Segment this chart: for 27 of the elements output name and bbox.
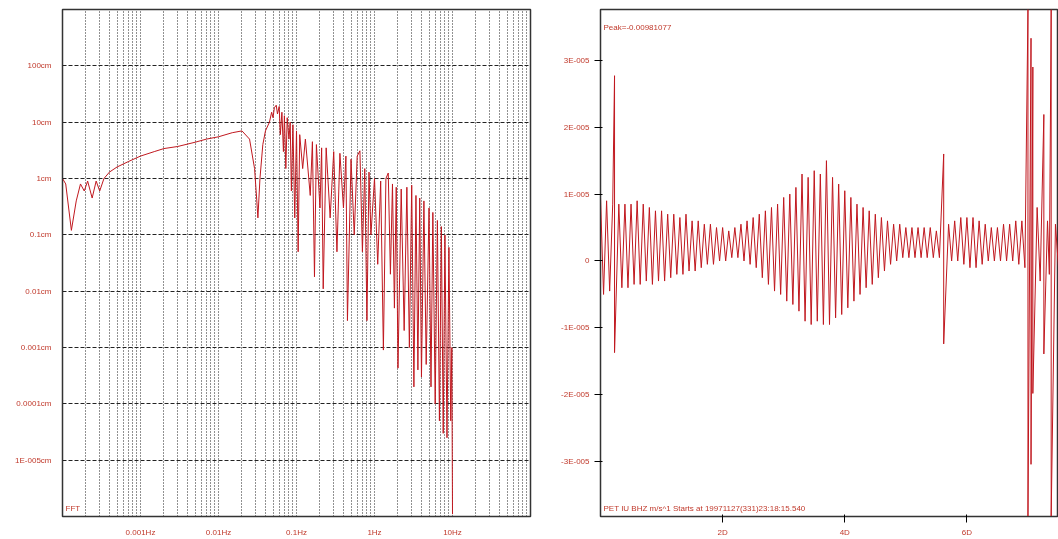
y-tick-label: 0.001cm xyxy=(20,343,52,352)
x-tick-label: 0.01Hz xyxy=(205,527,232,537)
y-tick-label: 1E-005cm xyxy=(15,455,52,465)
y-tick-label: 3E-005 xyxy=(563,55,591,65)
y-tick-label: 100cm xyxy=(27,61,52,71)
y-tick-label: -2E-005 xyxy=(561,390,591,400)
y-tick-label: 10cm xyxy=(31,117,52,127)
y-tick-label: 0.01cm xyxy=(25,286,52,296)
y-tick-label: -3E-005 xyxy=(561,457,591,467)
x-tick-label: 2D xyxy=(717,527,728,537)
line-series xyxy=(600,9,1058,517)
y-tick-label: 2E-005 xyxy=(563,122,591,132)
y-tick-label: 1E-005 xyxy=(563,189,591,199)
annotation: Peak=-0.00981077 xyxy=(603,22,672,32)
y-tick-label: 1cm xyxy=(36,174,52,183)
y-tick-label: 0.1cm xyxy=(29,230,52,240)
annotation: PET IU BHZ m/s^1 Starts at 19971127(331)23:18:15.540 xyxy=(603,503,806,513)
y-tick-label: -1E-005 xyxy=(561,323,591,333)
x-tick-label: 0.1Hz xyxy=(286,527,307,537)
x-tick-label: 4D xyxy=(839,527,851,537)
y-tick-label: 0 xyxy=(585,256,591,266)
x-tick-label: 1Hz xyxy=(367,527,382,537)
x-tick-label: 6D xyxy=(961,527,973,537)
y-tick-label: 0.0001cm xyxy=(16,399,52,409)
annotation: FFT xyxy=(65,503,81,513)
x-tick-label: 0.001Hz xyxy=(125,527,156,537)
x-tick-label: 10Hz xyxy=(443,527,462,537)
